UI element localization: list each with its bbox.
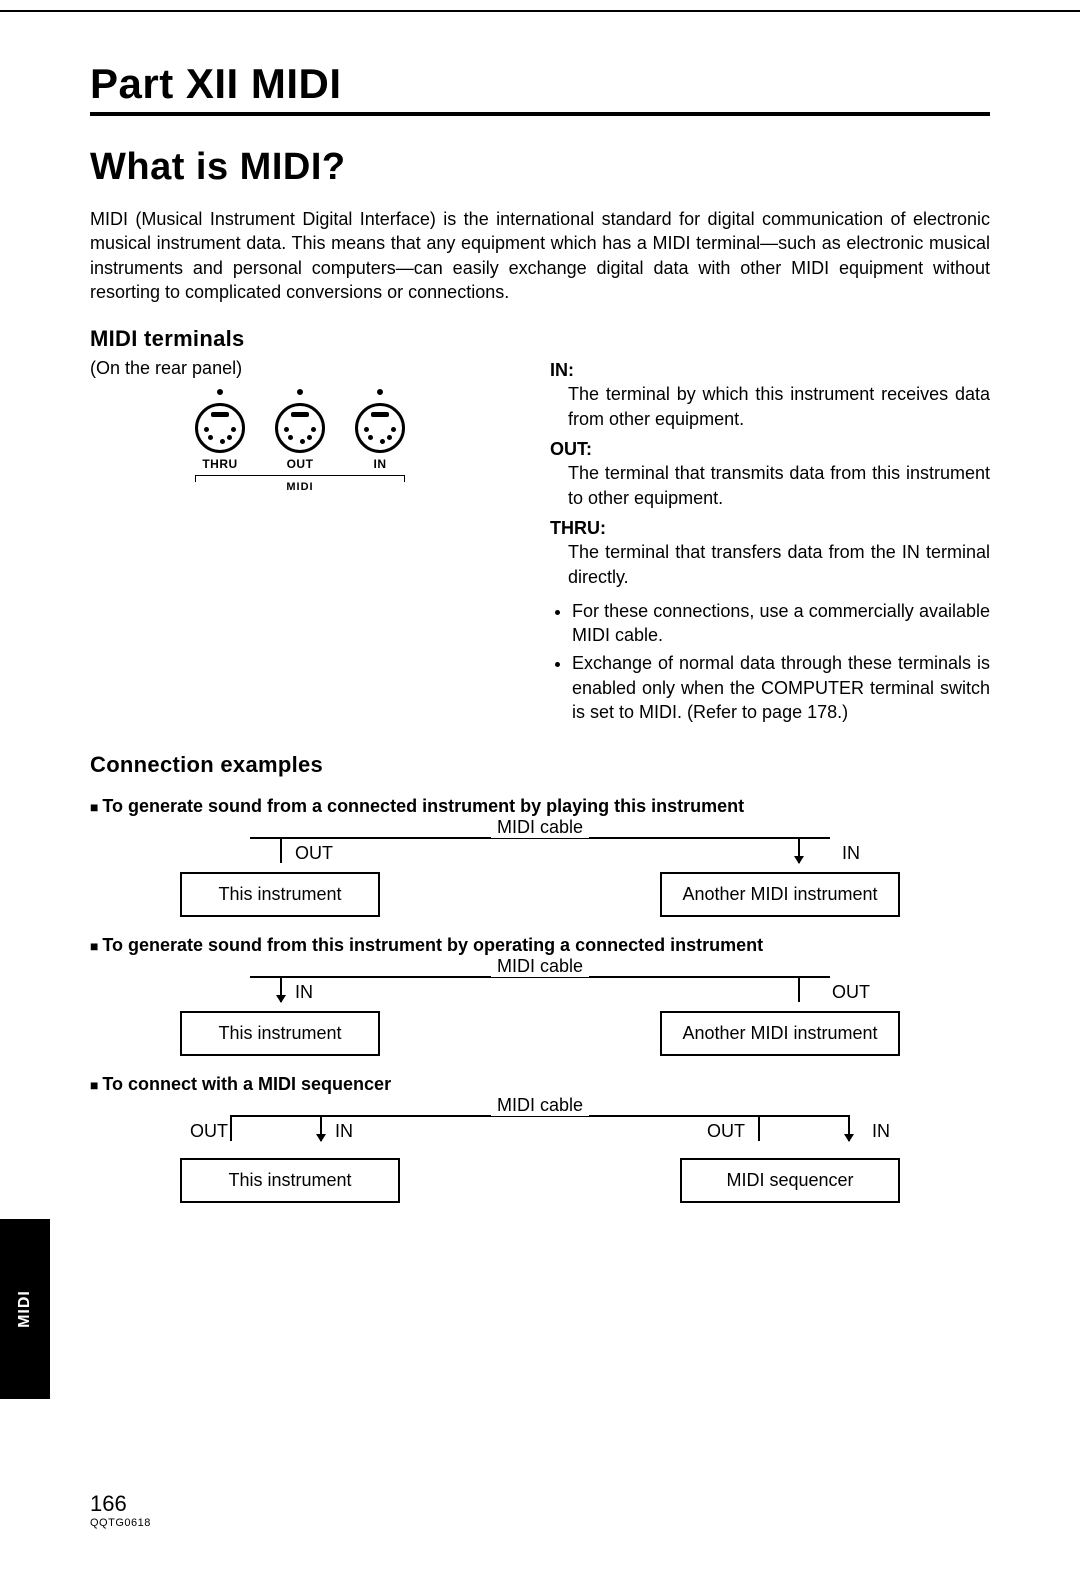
ex1-right-port: IN (842, 843, 860, 864)
page: Part XII MIDI What is MIDI? MIDI (Musica… (0, 0, 1080, 1579)
term-out-desc: The terminal that transmits data from th… (568, 461, 990, 510)
rear-panel-note: (On the rear panel) (90, 358, 510, 379)
terminals-left: (On the rear panel) THRU OUT (90, 358, 510, 728)
ex2-left-port: IN (295, 982, 313, 1003)
ex3-right-in: IN (872, 1121, 890, 1142)
side-tab: MIDI (0, 1219, 50, 1399)
terminals-right: IN: The terminal by which this instrumen… (550, 358, 990, 728)
example-2-title: To generate sound from this instrument b… (90, 935, 990, 956)
example-1-diagram: MIDI cable OUT IN This instrument Anothe… (160, 825, 920, 917)
ex1-left-box: This instrument (180, 872, 380, 917)
example-2-diagram: MIDI cable IN OUT This instrument Anothe… (160, 964, 920, 1056)
port-out-label: OUT (287, 457, 314, 471)
ex3-right-out: OUT (707, 1121, 745, 1142)
note-1: For these connections, use a commerciall… (572, 599, 990, 648)
ex2-right-port: OUT (832, 982, 870, 1003)
intro-paragraph: MIDI (Musical Instrument Digital Interfa… (90, 207, 990, 304)
footer: 166 QQTG0618 (90, 1491, 151, 1529)
port-thru-label: THRU (202, 457, 237, 471)
terminal-notes: For these connections, use a commerciall… (550, 599, 990, 724)
term-in-desc: The terminal by which this instrument re… (568, 382, 990, 431)
ex2-left-box: This instrument (180, 1011, 380, 1056)
doc-code: QQTG0618 (90, 1517, 151, 1529)
port-in-label: IN (374, 457, 387, 471)
term-in: IN: The terminal by which this instrumen… (550, 358, 990, 431)
term-thru: THRU: The terminal that transfers data f… (550, 516, 990, 589)
midi-port-diagram: THRU OUT IN MIDI (90, 389, 510, 493)
term-thru-desc: The terminal that transfers data from th… (568, 540, 990, 589)
port-out: OUT (275, 389, 325, 471)
cable-label-3: MIDI cable (491, 1095, 589, 1116)
ex3-right-box: MIDI sequencer (680, 1158, 900, 1203)
port-thru: THRU (195, 389, 245, 471)
connection-heading: Connection examples (90, 752, 990, 778)
example-1-title: To generate sound from a connected instr… (90, 796, 990, 817)
note-2: Exchange of normal data through these te… (572, 651, 990, 724)
example-3-title: To connect with a MIDI sequencer (90, 1074, 990, 1095)
part-title: Part XII MIDI (90, 60, 990, 108)
term-out-label: OUT: (550, 439, 592, 459)
term-thru-label: THRU: (550, 518, 606, 538)
ex3-left-box: This instrument (180, 1158, 400, 1203)
midi-group-label: MIDI (195, 475, 405, 493)
section-title: What is MIDI? (90, 146, 990, 189)
page-number: 166 (90, 1491, 151, 1517)
terminals-heading: MIDI terminals (90, 326, 990, 352)
ex1-left-port: OUT (295, 843, 333, 864)
port-in: IN (355, 389, 405, 471)
cable-label-1: MIDI cable (491, 817, 589, 838)
side-tab-label: MIDI (16, 1290, 34, 1328)
cable-label-2: MIDI cable (491, 956, 589, 977)
ex3-left-in: IN (335, 1121, 353, 1142)
term-in-label: IN: (550, 360, 574, 380)
terminals-row: (On the rear panel) THRU OUT (90, 358, 990, 728)
ex3-left-out: OUT (190, 1121, 228, 1142)
example-3-diagram: MIDI cable OUT IN OUT IN This instrument… (160, 1103, 920, 1203)
title-rule (90, 112, 990, 116)
ex2-right-box: Another MIDI instrument (660, 1011, 900, 1056)
term-out: OUT: The terminal that transmits data fr… (550, 437, 990, 510)
ex1-right-box: Another MIDI instrument (660, 872, 900, 917)
